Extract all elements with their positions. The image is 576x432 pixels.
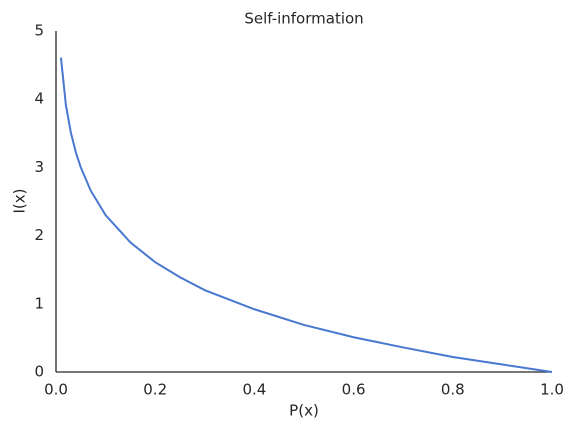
y-axis-label: I(x) xyxy=(11,188,29,213)
x-tick-label: 0.4 xyxy=(242,381,266,399)
x-tick-label: 0.6 xyxy=(342,381,366,399)
y-tick-label: 0 xyxy=(34,363,44,381)
line-series xyxy=(59,57,553,373)
y-tick-label: 5 xyxy=(34,22,44,40)
y-tick-label: 2 xyxy=(34,226,44,244)
y-tick-label: 4 xyxy=(34,90,44,108)
y-tick-label: 3 xyxy=(34,158,44,176)
chart-title: Self-information xyxy=(244,10,363,28)
x-tick-label: 1.0 xyxy=(540,381,564,399)
x-tick-label: 0.0 xyxy=(44,381,68,399)
x-axis-label: P(x) xyxy=(289,402,319,420)
y-tick-label: 1 xyxy=(34,294,44,312)
x-tick-label: 0.8 xyxy=(441,381,465,399)
x-tick-label: 0.2 xyxy=(143,381,167,399)
